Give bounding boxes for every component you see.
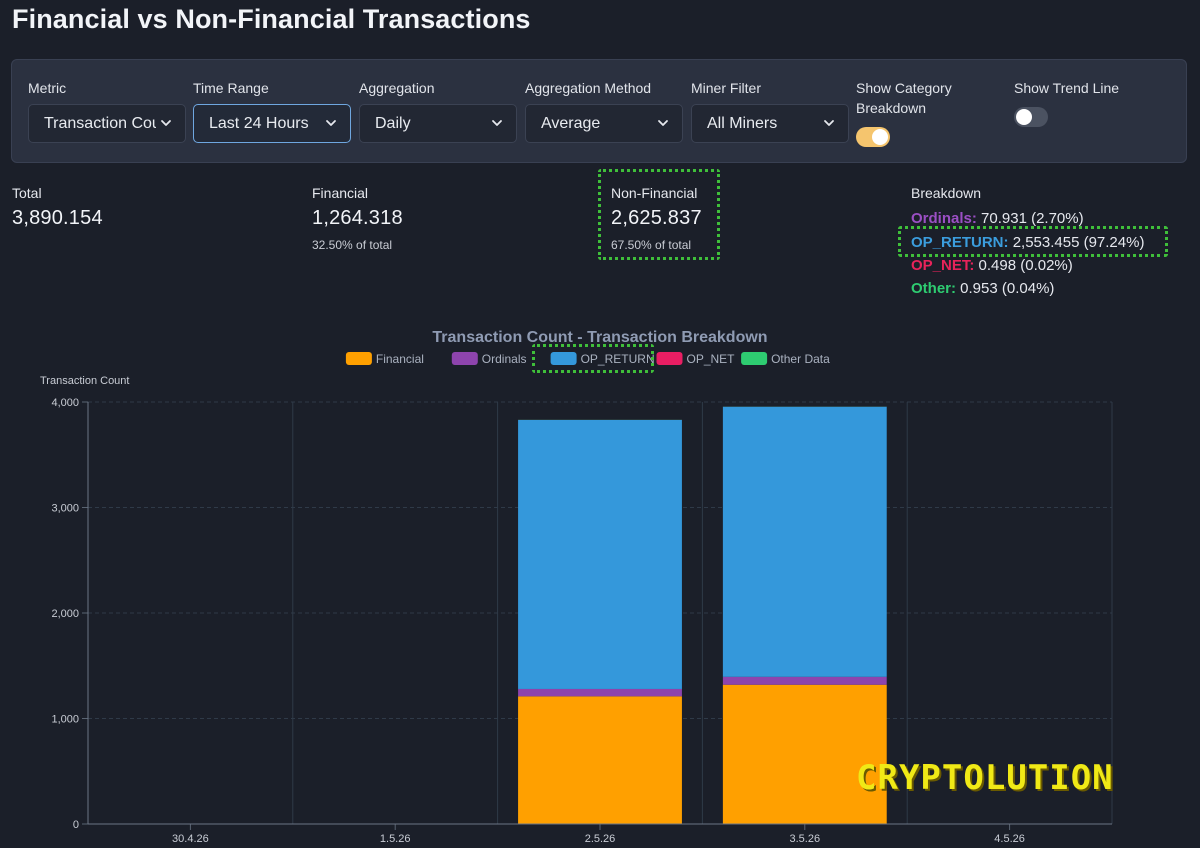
y-tick-label: 2,000 (51, 608, 79, 620)
breakdown-op-net: OP_NET: 0.498 (0.02%) (911, 257, 1073, 274)
breakdown-other-name: Other: (911, 280, 956, 297)
financial-label: Financial (312, 185, 369, 201)
breakdown-other-value: 0.953 (0.04%) (960, 280, 1055, 297)
metric-label: Metric (28, 80, 67, 96)
legend-swatch (345, 352, 372, 365)
breakdown-op-net-value: 0.498 (0.02%) (978, 257, 1073, 274)
breakdown-other: Other: 0.953 (0.04%) (911, 280, 1054, 297)
chart-bars (518, 406, 887, 824)
breakdown-ordinals-value: 70.931 (2.70%) (981, 210, 1084, 227)
aggregation-select[interactable]: Daily (359, 104, 517, 143)
legend-label: Financial (376, 352, 424, 366)
legend-label: OP_NET (687, 352, 736, 366)
page-title: Financial vs Non-Financial Transactions (12, 4, 531, 34)
non-financial-share: 67.50% of total (611, 238, 692, 252)
financial-share: 32.50% of total (312, 238, 393, 252)
breakdown-op-return: OP_RETURN: 2,553.455 (97.24%) (911, 234, 1144, 251)
time-range-value: Last 24 Hours (209, 115, 309, 132)
chevron-down-icon (326, 120, 336, 126)
category-breakdown-label-line2: Breakdown (856, 100, 927, 116)
y-tick-label: 0 (73, 819, 79, 831)
y-tick-label: 3,000 (51, 503, 79, 515)
chevron-down-icon (161, 120, 171, 126)
bar-segment-op-return (722, 406, 887, 677)
toggle-knob (872, 129, 888, 145)
trend-line-toggle[interactable] (1014, 107, 1048, 127)
non-financial-value: 2,625.837 (611, 207, 702, 229)
breakdown-op-return-value: 2,553.455 (97.24%) (1012, 234, 1145, 251)
breakdown-op-return-name: OP_RETURN: (911, 234, 1009, 251)
legend-label: Other Data (771, 352, 830, 366)
chart-title: Transaction Count - Transaction Breakdow… (432, 329, 767, 346)
x-tick-label: 2.5.26 (585, 833, 616, 845)
time-range-select[interactable]: Last 24 Hours (193, 104, 351, 143)
breakdown-label: Breakdown (911, 185, 982, 201)
legend-swatch (741, 352, 768, 365)
filter-panel: Metric Transaction Count Time Range Last… (11, 59, 1187, 163)
time-range-label: Time Range (193, 80, 269, 96)
metric-select[interactable]: Transaction Count (28, 104, 186, 143)
miner-filter-value: All Miners (707, 115, 778, 132)
non-financial-label: Non-Financial (611, 185, 698, 201)
chevron-down-icon (658, 120, 668, 126)
aggregation-value: Daily (375, 115, 411, 132)
aggregation-label: Aggregation (359, 80, 435, 96)
legend-label: OP_RETURN (581, 352, 655, 366)
aggregation-method-label: Aggregation Method (525, 80, 652, 96)
legend-swatch (451, 352, 478, 365)
aggregation-method-value: Average (541, 115, 601, 132)
trend-line-label: Show Trend Line (1014, 80, 1120, 96)
x-tick-label: 1.5.26 (380, 833, 411, 845)
chart-legend: Financial Ordinals OP_RETURN OP_NET Other Da… (345, 352, 830, 366)
bar-segment-financial (518, 696, 682, 824)
chart-axes: 0 1,000 2,000 3,000 4,000 30.4.26 1.5.26 2.5.26… (51, 397, 1112, 845)
breakdown-ordinals-name: Ordinals: (911, 210, 977, 227)
y-tick-label: 4,000 (51, 397, 79, 409)
x-tick-label: 30.4.26 (172, 833, 209, 845)
legend-swatch (656, 352, 683, 365)
legend-swatch (550, 352, 577, 365)
y-axis-label: Transaction Count (40, 375, 129, 387)
x-tick-label: 4.5.26 (994, 833, 1025, 845)
legend-label: Ordinals (482, 352, 527, 366)
breakdown-op-net-name: OP_NET: (911, 257, 975, 274)
miner-filter-label: Miner Filter (691, 80, 762, 96)
transaction-breakdown-chart: Transaction Count - Transaction Breakdow… (40, 329, 1113, 845)
bar-segment-ordinals (518, 688, 682, 697)
chevron-down-icon (492, 120, 502, 126)
metric-value: Transaction Count (44, 115, 156, 132)
category-breakdown-label: Show Category Breakdown (856, 78, 952, 118)
bar-segment-ordinals (722, 676, 887, 685)
total-value: 3,890.154 (12, 207, 103, 229)
category-breakdown-label-line1: Show Category (856, 80, 952, 96)
chevron-down-icon (824, 120, 834, 126)
watermark-logo: CRYPTOLUTION (856, 758, 1114, 798)
y-tick-label: 1,000 (51, 714, 79, 726)
toggle-knob (1016, 109, 1032, 125)
breakdown-ordinals: Ordinals: 70.931 (2.70%) (911, 210, 1084, 227)
x-tick-label: 3.5.26 (790, 833, 821, 845)
bar-segment-op-return (518, 419, 682, 689)
total-label: Total (12, 185, 42, 201)
aggregation-method-select[interactable]: Average (525, 104, 683, 143)
miner-filter-select[interactable]: All Miners (691, 104, 849, 143)
bar-segment-financial (722, 684, 887, 824)
financial-value: 1,264.318 (312, 207, 403, 229)
category-breakdown-toggle[interactable] (856, 127, 890, 147)
